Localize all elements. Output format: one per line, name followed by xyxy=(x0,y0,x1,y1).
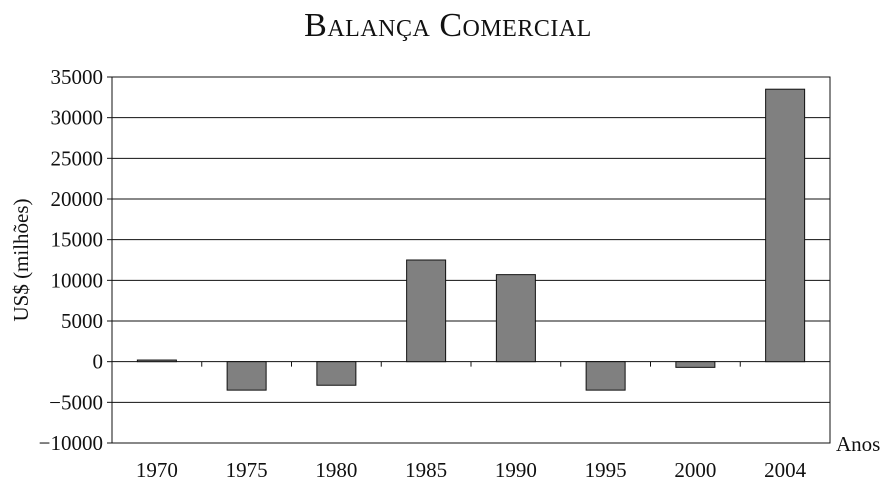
y-tick-label: −10000 xyxy=(39,431,103,455)
y-tick-label: −5000 xyxy=(49,390,103,414)
y-tick-label: 0 xyxy=(93,350,104,374)
x-tick-label: 1990 xyxy=(495,458,537,482)
x-axis-label: Anos xyxy=(836,432,880,456)
chart-title: Balança Comercial xyxy=(304,7,592,44)
bar-2000 xyxy=(675,361,716,368)
x-tick-label: 2000 xyxy=(674,458,716,482)
x-tick-label: 2004 xyxy=(764,458,807,482)
x-tick-label: 1985 xyxy=(405,458,447,482)
bar-1970 xyxy=(136,359,177,363)
y-tick-label: 20000 xyxy=(51,187,104,211)
y-tick-label: 25000 xyxy=(51,146,104,170)
bar-1980 xyxy=(316,361,357,386)
bar-1990 xyxy=(495,274,536,363)
y-tick-label: 5000 xyxy=(61,309,103,333)
x-tick-label: 1980 xyxy=(315,458,357,482)
x-tick-label: 1970 xyxy=(136,458,178,482)
y-tick-label: 15000 xyxy=(51,228,104,252)
x-tick-label: 1975 xyxy=(226,458,268,482)
bar-1975 xyxy=(226,361,267,391)
y-tick-labels: 35000 30000 25000 20000 15000 10000 5000 0 −5000… xyxy=(39,65,103,455)
y-tick-label: 35000 xyxy=(51,65,104,89)
bar-1995 xyxy=(585,361,626,391)
y-axis-label: US$ (milhões) xyxy=(9,198,33,321)
bars xyxy=(136,88,806,391)
x-tick-label: 1995 xyxy=(585,458,627,482)
bar-2004 xyxy=(765,88,806,363)
gridlines xyxy=(107,76,830,444)
y-tick-label: 30000 xyxy=(51,106,104,130)
bar-1985 xyxy=(406,259,447,363)
plot-area-frame xyxy=(111,76,831,444)
x-tick-labels: 1970 1975 1980 1985 1990 1995 2000 2004 xyxy=(136,458,807,482)
y-tick-label: 10000 xyxy=(51,268,104,292)
